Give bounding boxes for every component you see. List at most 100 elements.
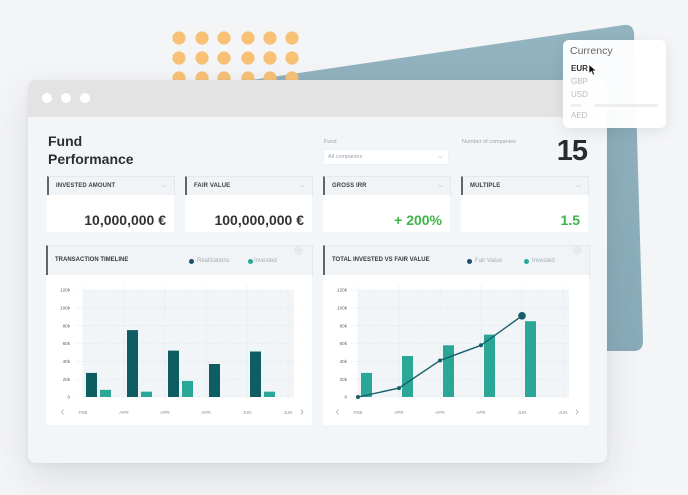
chevron-down-icon[interactable]: [300, 184, 305, 188]
gear-icon[interactable]: [294, 246, 303, 255]
x-tick-label: APR: [119, 410, 129, 415]
chevron-down-icon: [438, 155, 443, 159]
currency-option-gbp[interactable]: GBP: [571, 77, 588, 86]
legend-label-invested[interactable]: Invested: [532, 257, 555, 264]
chevron-left-icon[interactable]: [336, 409, 339, 415]
legend-label-invested[interactable]: Invested: [254, 257, 277, 264]
line-point[interactable]: [438, 358, 442, 363]
bar-invested[interactable]: [402, 355, 413, 397]
chart-title: TOTAL INVESTED VS FAIR VALUE: [332, 257, 430, 263]
chevron-down-icon[interactable]: [438, 184, 443, 188]
window-titlebar: [28, 80, 607, 117]
y-tick-label: 120k: [60, 288, 71, 293]
fund-select-value: All companies: [328, 153, 363, 160]
kpi-value: 10,000,000 €: [84, 212, 166, 228]
kpi-header[interactable]: GROSS IRR: [323, 176, 451, 196]
y-tick-label: 100k: [337, 305, 348, 310]
window-control-dot-icon[interactable]: [61, 93, 71, 103]
chart-body: 0 20k 40k 60k 80k 100k 120k FEB APR APR APR JUN JUN: [323, 275, 589, 425]
line-point[interactable]: [397, 386, 401, 391]
currency-option-aed[interactable]: AED: [571, 111, 588, 120]
bar-realizations[interactable]: [209, 364, 220, 397]
kpi-value: 100,000,000 €: [214, 212, 304, 228]
x-tick-label: APR: [394, 410, 404, 415]
kpi-label: MULTIPLE: [470, 182, 501, 189]
chevron-right-icon[interactable]: [300, 409, 304, 415]
currency-option-usd[interactable]: USD: [571, 90, 588, 99]
x-tick-label: APR: [476, 410, 486, 415]
legend-label-fair-value[interactable]: Fair Value: [475, 257, 502, 264]
bar-invested[interactable]: [443, 345, 454, 397]
line-point[interactable]: [518, 312, 526, 320]
bar-invested[interactable]: [100, 389, 111, 397]
bar-invested[interactable]: [484, 334, 495, 397]
total-invested-vs-fair-value-chart: 0 20k 40k 60k 80k 100k 120k FEB APR APR APR JUN JUN: [336, 285, 579, 415]
kpi-body: 10,000,000 €: [47, 195, 174, 232]
mouse-pointer-icon: [588, 64, 597, 76]
kpi-body: 1.5: [461, 195, 588, 232]
bar-invested[interactable]: [141, 391, 152, 397]
y-tick-label: 100k: [60, 305, 71, 310]
bar-invested[interactable]: [361, 372, 372, 397]
legend-dot-icon: [524, 258, 529, 264]
window-control-dot-icon[interactable]: [80, 93, 90, 103]
kpi-card-invested-amount: INVESTED AMOUNT 10,000,000 €: [47, 176, 175, 232]
y-tick-label: 80k: [340, 323, 348, 328]
chevron-down-icon[interactable]: [162, 184, 167, 188]
line-point[interactable]: [479, 343, 483, 348]
chevron-down-icon[interactable]: [576, 184, 581, 188]
app-window: Fund Performance Fund All companies Numb…: [28, 80, 607, 463]
page-title-line1: Fund: [48, 133, 83, 149]
x-tick-label: JUN: [284, 410, 293, 415]
x-tick-label: FEB: [79, 410, 88, 415]
chart-header: TRANSACTION TIMELINE Realizations Invest…: [46, 245, 313, 276]
kpi-body: 100,000,000 €: [185, 195, 312, 232]
companies-count-label: Number of companies: [462, 139, 516, 145]
chart-body: 0 20k 40k 60k 80k 100k 120k FEB APR APR APR JUN JUN: [46, 275, 312, 425]
kpi-header[interactable]: FAIR VALUE: [185, 176, 313, 196]
y-tick-label: 60k: [63, 341, 71, 346]
kpi-card-fair-value: FAIR VALUE 100,000,000 €: [185, 176, 313, 232]
currency-dropdown-title: Currency: [570, 45, 613, 57]
companies-count: 15: [556, 135, 588, 167]
x-tick-label: APR: [160, 410, 170, 415]
legend-dot-icon: [467, 258, 472, 264]
y-tick-label: 40k: [63, 359, 71, 364]
x-tick-label: APR: [201, 410, 211, 415]
x-tick-label: APR: [435, 410, 445, 415]
kpi-label: GROSS IRR: [332, 182, 367, 189]
transaction-timeline-panel: TRANSACTION TIMELINE Realizations Invest…: [46, 245, 313, 425]
kpi-label: FAIR VALUE: [194, 182, 231, 189]
page-title-line2: Performance: [48, 151, 134, 167]
y-tick-label: 20k: [340, 377, 348, 382]
y-tick-label: 0: [344, 395, 347, 400]
y-tick-label: 120k: [337, 288, 348, 293]
bar-invested[interactable]: [264, 391, 275, 397]
bar-realizations[interactable]: [250, 351, 261, 397]
window-control-dot-icon[interactable]: [42, 93, 52, 103]
y-tick-label: 40k: [340, 359, 348, 364]
bar-invested[interactable]: [525, 321, 536, 397]
fund-select[interactable]: All companies: [324, 150, 448, 164]
chart-title: TRANSACTION TIMELINE: [55, 257, 129, 263]
currency-dropdown: Currency EUR GBP USD AED: [563, 40, 666, 128]
gear-icon[interactable]: [573, 246, 582, 255]
y-tick-label: 80k: [63, 323, 71, 328]
legend-label-realizations[interactable]: Realizations: [197, 257, 230, 264]
x-tick-label: JUN: [243, 410, 252, 415]
legend-dot-icon: [189, 258, 194, 264]
chevron-right-icon[interactable]: [575, 409, 579, 415]
bar-invested[interactable]: [182, 380, 193, 397]
chevron-left-icon[interactable]: [61, 409, 64, 415]
kpi-header[interactable]: INVESTED AMOUNT: [47, 176, 175, 196]
bar-realizations[interactable]: [86, 372, 97, 397]
bar-realizations[interactable]: [127, 330, 138, 397]
currency-option-eur[interactable]: EUR: [571, 64, 588, 73]
kpi-card-multiple: MULTIPLE 1.5: [461, 176, 589, 232]
bar-realizations[interactable]: [168, 350, 179, 397]
line-point[interactable]: [356, 395, 360, 399]
kpi-header[interactable]: MULTIPLE: [461, 176, 589, 196]
divider: [571, 104, 581, 107]
kpi-value: 1.5: [560, 212, 580, 228]
kpi-body: + 200%: [323, 195, 450, 232]
